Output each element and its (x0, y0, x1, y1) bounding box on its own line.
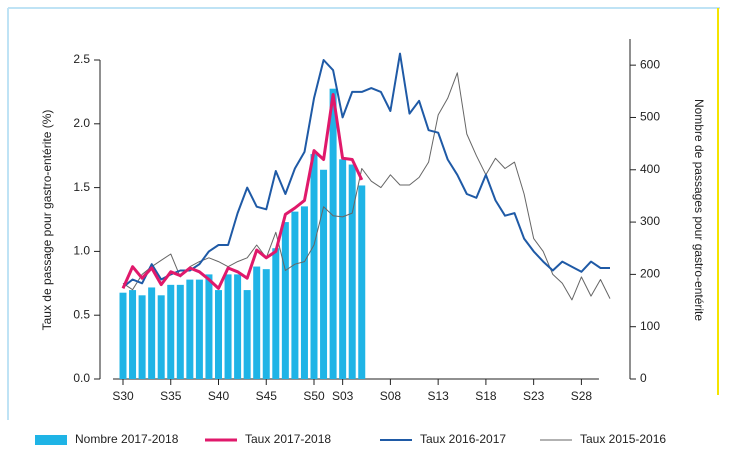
x-tick-label: S13 (427, 389, 449, 403)
bar (320, 169, 328, 379)
legend-label: Taux 2016-2017 (420, 432, 506, 446)
bar (138, 295, 146, 379)
bar (176, 284, 184, 379)
x-tick-label: S45 (256, 389, 278, 403)
bar (329, 88, 337, 379)
bar (300, 206, 308, 379)
x-tick-label: S35 (160, 389, 182, 403)
x-tick-label: S30 (112, 389, 134, 403)
y2-tick-label: 400 (640, 162, 660, 176)
bar (148, 287, 156, 379)
bar (243, 290, 251, 379)
bar (339, 159, 347, 379)
bar (234, 274, 242, 379)
x-tick-label: S40 (208, 389, 230, 403)
y-tick-label: 0.5 (73, 307, 90, 321)
legend-label: Nombre 2017-2018 (75, 432, 179, 446)
y2-tick-label: 600 (640, 57, 660, 71)
bar (215, 290, 222, 379)
x-tick-label: S03 (332, 389, 354, 403)
line (122, 52, 610, 288)
legend-label: Taux 2017-2018 (245, 432, 331, 446)
y2-tick-label: 200 (640, 267, 660, 281)
bar (157, 295, 165, 379)
bar (186, 279, 194, 379)
y2-tick-label: 300 (640, 214, 660, 228)
bar (253, 266, 261, 379)
y2-tick-label: 500 (640, 110, 660, 124)
legend-swatch (35, 435, 67, 445)
bar (281, 222, 289, 379)
bar (348, 164, 356, 379)
bar (272, 248, 280, 379)
bar (262, 269, 270, 379)
bar (224, 274, 232, 379)
bar (119, 292, 127, 379)
bar (129, 290, 137, 379)
bar (195, 279, 203, 379)
y-tick-label: 0.0 (73, 371, 90, 385)
y-tick-label: 2.0 (73, 116, 90, 130)
x-tick-label: S18 (475, 389, 497, 403)
bar (167, 284, 175, 379)
y-axis-label: Taux de passage pour gastro-entérite (%) (40, 110, 54, 331)
bar (310, 154, 318, 379)
bar (358, 185, 366, 379)
y-tick-label: 1.5 (73, 180, 90, 194)
x-tick-label: S08 (380, 389, 402, 403)
bar (291, 211, 299, 379)
x-tick-label: S28 (571, 389, 593, 403)
x-tick-label: S50 (303, 389, 325, 403)
y2-axis-label: Nombre de passages pour gastro-entérite (692, 99, 706, 321)
x-tick-label: S23 (523, 389, 545, 403)
y2-tick-label: 100 (640, 319, 660, 333)
y2-tick-label: 0 (640, 371, 647, 385)
y-tick-label: 1.0 (73, 244, 90, 258)
line (122, 72, 611, 301)
bar (205, 274, 213, 379)
line (121, 93, 364, 290)
y-tick-label: 2.5 (73, 52, 90, 66)
legend-label: Taux 2015-2016 (580, 432, 666, 446)
